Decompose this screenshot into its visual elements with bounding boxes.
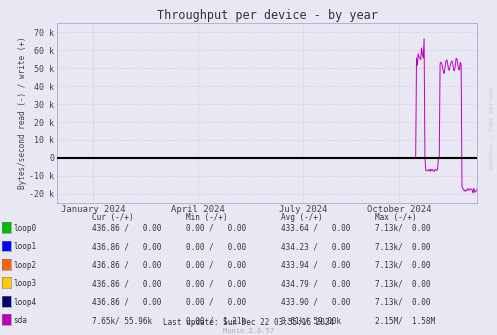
Text: loop2: loop2 — [13, 261, 37, 270]
Text: 433.64 /   0.00: 433.64 / 0.00 — [281, 224, 350, 233]
Text: 7.13k/  0.00: 7.13k/ 0.00 — [375, 243, 431, 251]
Title: Throughput per device - by year: Throughput per device - by year — [157, 9, 378, 22]
Text: Cur (-/+): Cur (-/+) — [92, 213, 134, 222]
Text: 436.86 /   0.00: 436.86 / 0.00 — [92, 298, 162, 307]
Text: 2.15M/  1.58M: 2.15M/ 1.58M — [375, 316, 435, 325]
Text: 7.13k/  0.00: 7.13k/ 0.00 — [375, 261, 431, 270]
Text: Munin 2.0.57: Munin 2.0.57 — [223, 328, 274, 334]
Text: 7.13k/  0.00: 7.13k/ 0.00 — [375, 224, 431, 233]
Text: 7.65k/ 55.96k: 7.65k/ 55.96k — [92, 316, 152, 325]
Text: loop3: loop3 — [13, 279, 37, 288]
Text: 7.13k/  0.00: 7.13k/ 0.00 — [375, 279, 431, 288]
Text: 0.00 /   0.00: 0.00 / 0.00 — [186, 279, 247, 288]
Text: 0.00 /   0.00: 0.00 / 0.00 — [186, 261, 247, 270]
Text: RRDTOOL / TOBI OETIKER: RRDTOOL / TOBI OETIKER — [490, 86, 495, 169]
Text: Last update: Sun Dec 22 03:55:16 2024: Last update: Sun Dec 22 03:55:16 2024 — [163, 318, 334, 327]
Text: 434.23 /   0.00: 434.23 / 0.00 — [281, 243, 350, 251]
Text: loop0: loop0 — [13, 224, 37, 233]
Text: 436.86 /   0.00: 436.86 / 0.00 — [92, 261, 162, 270]
Text: 436.86 /   0.00: 436.86 / 0.00 — [92, 224, 162, 233]
Text: sda: sda — [13, 316, 27, 325]
Text: 7.13k/  0.00: 7.13k/ 0.00 — [375, 298, 431, 307]
Text: 436.86 /   0.00: 436.86 / 0.00 — [92, 279, 162, 288]
Text: 0.00 /  1.21k: 0.00 / 1.21k — [186, 316, 247, 325]
Text: 0.00 /   0.00: 0.00 / 0.00 — [186, 224, 247, 233]
Y-axis label: Bytes/second read (-) / write (+): Bytes/second read (-) / write (+) — [17, 37, 27, 189]
Text: 3.61k/ 59.00k: 3.61k/ 59.00k — [281, 316, 341, 325]
Text: 436.86 /   0.00: 436.86 / 0.00 — [92, 243, 162, 251]
Text: Avg (-/+): Avg (-/+) — [281, 213, 323, 222]
Text: Min (-/+): Min (-/+) — [186, 213, 228, 222]
Text: 434.79 /   0.00: 434.79 / 0.00 — [281, 279, 350, 288]
Text: 0.00 /   0.00: 0.00 / 0.00 — [186, 298, 247, 307]
Text: loop1: loop1 — [13, 243, 37, 251]
Text: 0.00 /   0.00: 0.00 / 0.00 — [186, 243, 247, 251]
Text: 433.94 /   0.00: 433.94 / 0.00 — [281, 261, 350, 270]
Text: 433.90 /   0.00: 433.90 / 0.00 — [281, 298, 350, 307]
Text: loop4: loop4 — [13, 298, 37, 307]
Text: Max (-/+): Max (-/+) — [375, 213, 417, 222]
